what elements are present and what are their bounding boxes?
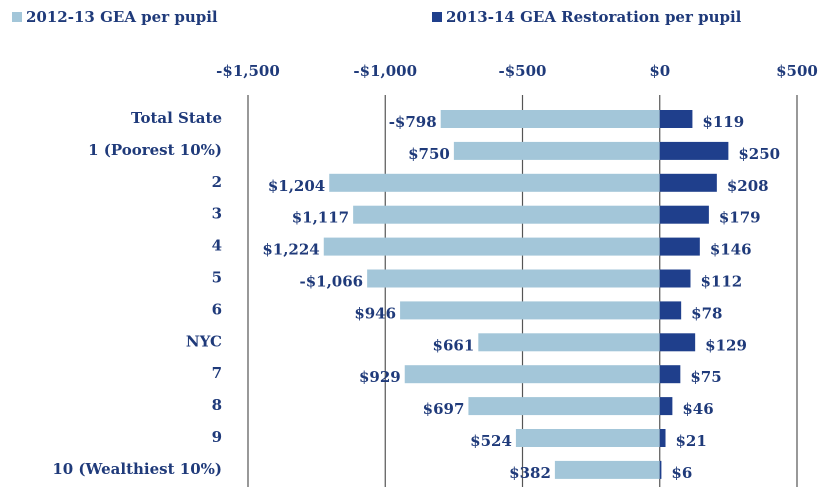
bar	[659, 269, 691, 288]
y-tick-label: 8	[212, 396, 222, 414]
y-tick-label: 10 (Wealthiest 10%)	[52, 460, 222, 478]
legend-label: 2012-13 GEA per pupil	[26, 8, 218, 26]
value-label: $112	[700, 273, 742, 291]
y-tick-label: 6	[212, 300, 222, 318]
value-label: $1,117	[292, 209, 349, 227]
bar	[659, 237, 700, 256]
y-tick-label: 3	[212, 205, 222, 223]
value-label: $929	[359, 368, 401, 386]
value-label: $1,204	[268, 177, 325, 195]
bar	[659, 173, 717, 192]
bar	[659, 110, 693, 128]
y-tick-label: 7	[212, 364, 222, 382]
x-tick-label: -$500	[499, 62, 547, 80]
legend-swatch	[12, 12, 22, 22]
bar	[440, 110, 660, 128]
y-tick-label: 5	[212, 269, 222, 287]
x-tick-label: $0	[649, 62, 670, 80]
bar	[404, 365, 660, 384]
value-label: $946	[354, 304, 396, 322]
bar	[468, 397, 660, 416]
value-label: -$1,066	[299, 273, 363, 291]
bar	[659, 301, 682, 320]
bar	[554, 460, 660, 479]
value-label: $46	[682, 400, 713, 418]
x-tick-label: -$1,000	[353, 62, 417, 80]
value-label: $661	[433, 336, 475, 354]
bar	[515, 429, 660, 447]
bar	[659, 460, 662, 479]
y-tick-label: NYC	[186, 332, 222, 350]
value-label: $129	[705, 336, 747, 354]
legend-label: 2013-14 GEA Restoration per pupil	[446, 8, 742, 26]
value-label: $697	[423, 400, 465, 418]
x-tick-label: $500	[776, 62, 818, 80]
bar	[659, 141, 729, 160]
value-label: $179	[719, 209, 761, 227]
value-label: $146	[710, 241, 752, 259]
y-tick-label: 2	[212, 173, 222, 191]
bar	[659, 365, 681, 384]
x-tick-label: -$1,500	[216, 62, 280, 80]
value-label: $250	[738, 145, 780, 163]
bar	[329, 173, 660, 192]
value-label: $75	[690, 368, 721, 386]
value-label: $119	[702, 113, 744, 131]
y-tick-label: Total State	[131, 109, 222, 127]
bar	[659, 205, 709, 224]
bar	[400, 301, 660, 320]
value-label: $1,224	[262, 241, 319, 259]
legend-swatch	[432, 12, 442, 22]
value-label: $78	[691, 304, 722, 322]
bar	[367, 269, 660, 288]
value-label: $750	[408, 145, 450, 163]
bar	[659, 429, 666, 447]
value-label: $208	[727, 177, 769, 195]
bar	[353, 205, 660, 224]
y-tick-label: 9	[212, 428, 222, 446]
value-label: $524	[470, 432, 512, 450]
y-tick-label: 1 (Poorest 10%)	[88, 141, 222, 159]
y-tick-label: 4	[212, 237, 222, 255]
value-label: -$798	[389, 113, 437, 131]
value-label: $382	[509, 464, 551, 482]
bar	[323, 237, 660, 256]
bar	[453, 141, 660, 160]
bar	[659, 397, 673, 416]
bar	[478, 333, 660, 352]
value-label: $21	[676, 432, 707, 450]
value-label: $6	[671, 464, 692, 482]
bar	[659, 333, 696, 352]
